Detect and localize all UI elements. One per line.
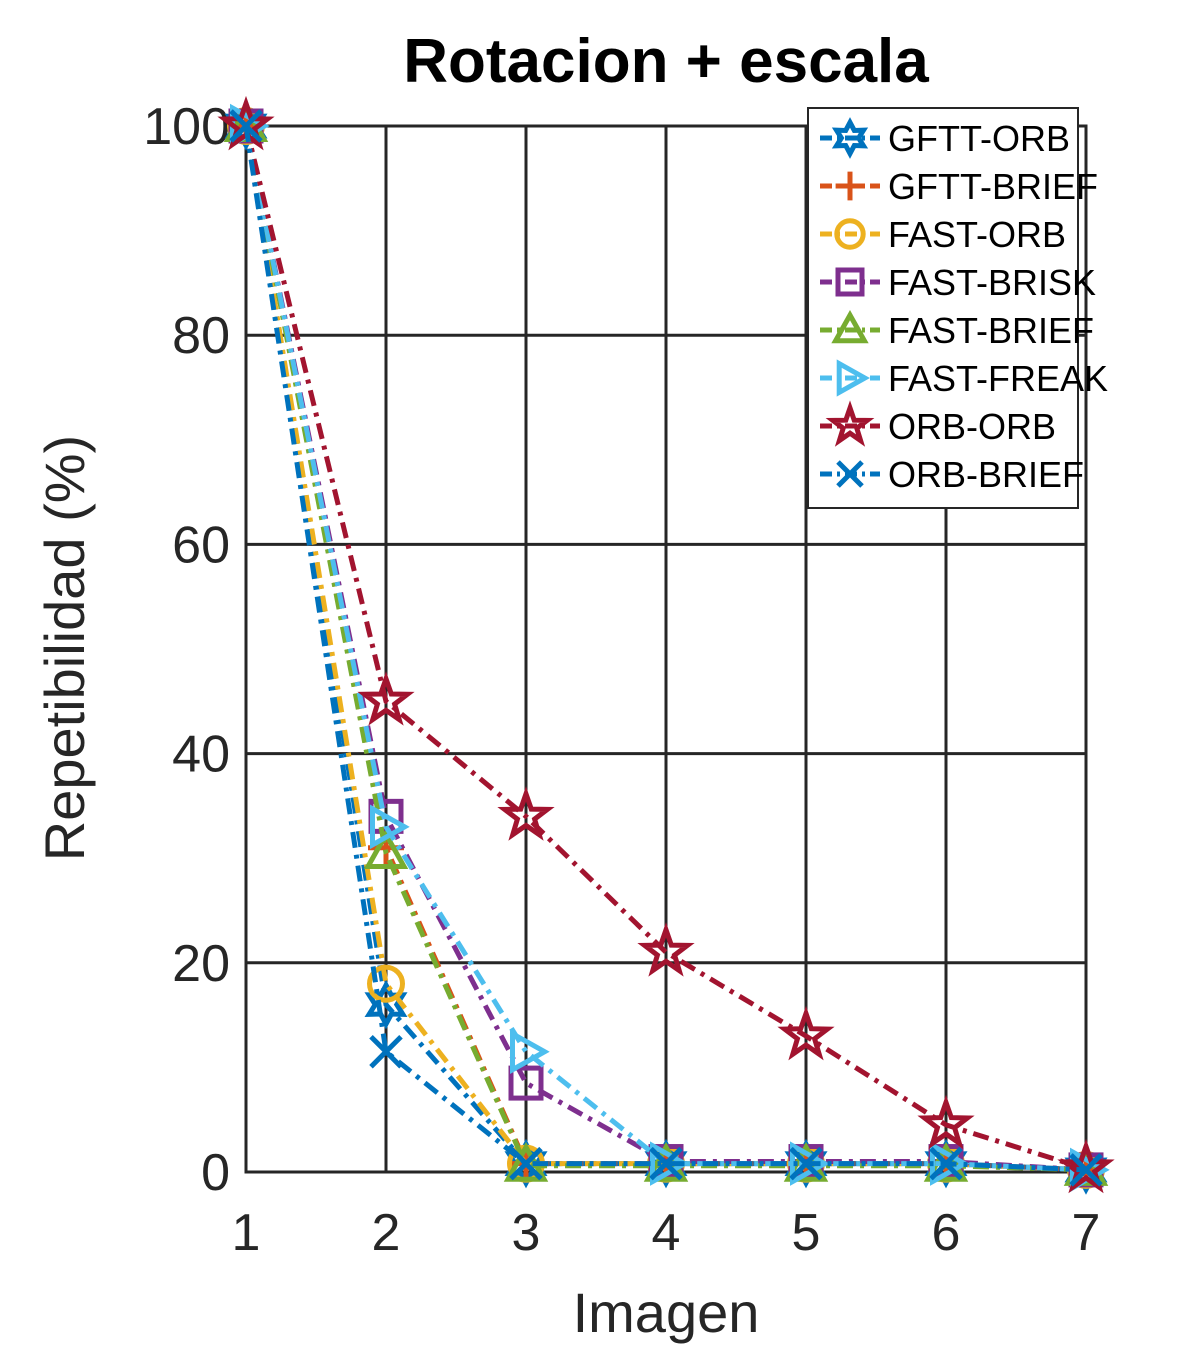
legend-swatch-marker (831, 117, 869, 159)
y-tick-label: 0 (201, 1144, 230, 1202)
legend-entry: FAST-BRISK (820, 262, 1096, 303)
legend-box (807, 107, 1079, 509)
legend-swatch-marker (825, 400, 875, 447)
legend-swatch-marker (831, 310, 869, 344)
legend-entry: ORB-BRIEF (820, 454, 1084, 495)
data-point (504, 1138, 548, 1189)
y-axis-ticks: 0 20 40 60 80 100 (143, 98, 230, 1202)
data-point (508, 1065, 544, 1101)
legend-swatch-marker (834, 218, 866, 250)
data-point (497, 786, 555, 841)
series-orb-brief (229, 109, 1103, 1187)
legend-swatch-marker (835, 267, 865, 297)
data-point (789, 1146, 823, 1181)
data-point (357, 671, 415, 726)
legend-entry: FAST-BRIEF (820, 310, 1094, 351)
legend-label: FAST-BRISK (888, 262, 1096, 303)
x-tick-label: 6 (932, 1204, 961, 1262)
y-tick-label: 100 (143, 98, 230, 156)
data-point (929, 1146, 963, 1181)
chart-title: Rotacion + escala (403, 27, 929, 96)
x-axis-ticks: 1 2 3 4 5 6 7 (232, 1204, 1101, 1262)
legend-label: ORB-ORB (888, 406, 1056, 447)
data-point (1069, 1153, 1103, 1187)
legend-label: FAST-FREAK (888, 358, 1108, 399)
data-point (369, 1034, 403, 1069)
y-tick-label: 40 (172, 726, 230, 784)
x-axis-label: Imagen (573, 1281, 760, 1344)
x-tick-label: 2 (372, 1204, 401, 1262)
data-point (229, 109, 263, 143)
data-point (649, 1146, 683, 1181)
legend-swatch-marker (836, 359, 870, 397)
legend: GFTT-ORB GFTT-BRIEF FAST-ORB FAST-BRISK FAST… (807, 107, 1108, 509)
data-point (367, 964, 405, 1003)
data-point (510, 1029, 550, 1074)
series-line (243, 125, 1087, 1172)
legend-entry: GFTT-ORB (820, 117, 1070, 159)
data-point (790, 1141, 830, 1186)
y-tick-label: 20 (172, 935, 230, 993)
legend-label: FAST-BRIEF (888, 310, 1094, 351)
legend-entry: ORB-ORB (820, 400, 1056, 447)
legend-entry: FAST-FREAK (820, 358, 1108, 399)
legend-label: GFTT-BRIEF (888, 166, 1098, 207)
legend-swatch-marker (835, 171, 865, 201)
legend-entry: GFTT-BRIEF (820, 166, 1098, 207)
data-point (637, 922, 695, 977)
y-tick-label: 80 (172, 307, 230, 365)
series-layer (217, 95, 1115, 1195)
data-point (917, 1094, 975, 1150)
data-point (370, 804, 410, 850)
legend-entry: FAST-ORB (820, 214, 1066, 255)
legend-label: GFTT-ORB (888, 118, 1070, 159)
y-tick-label: 60 (172, 516, 230, 574)
y-axis-label: Repetibilidad (%) (33, 435, 96, 861)
data-point (364, 979, 408, 1030)
legend-swatch-marker (836, 460, 864, 488)
data-point (509, 1146, 543, 1181)
series-orb-orb (217, 95, 1115, 1194)
x-tick-label: 4 (652, 1204, 681, 1262)
data-point (363, 829, 409, 869)
legend-label: FAST-ORB (888, 214, 1066, 255)
x-tick-label: 7 (1072, 1204, 1101, 1262)
x-tick-label: 5 (792, 1204, 821, 1262)
data-point (650, 1141, 690, 1186)
legend-label: ORB-BRIEF (888, 454, 1084, 495)
data-point (777, 1005, 835, 1061)
x-tick-label: 3 (512, 1204, 541, 1262)
x-tick-label: 1 (232, 1204, 261, 1262)
data-point (1057, 1138, 1115, 1194)
